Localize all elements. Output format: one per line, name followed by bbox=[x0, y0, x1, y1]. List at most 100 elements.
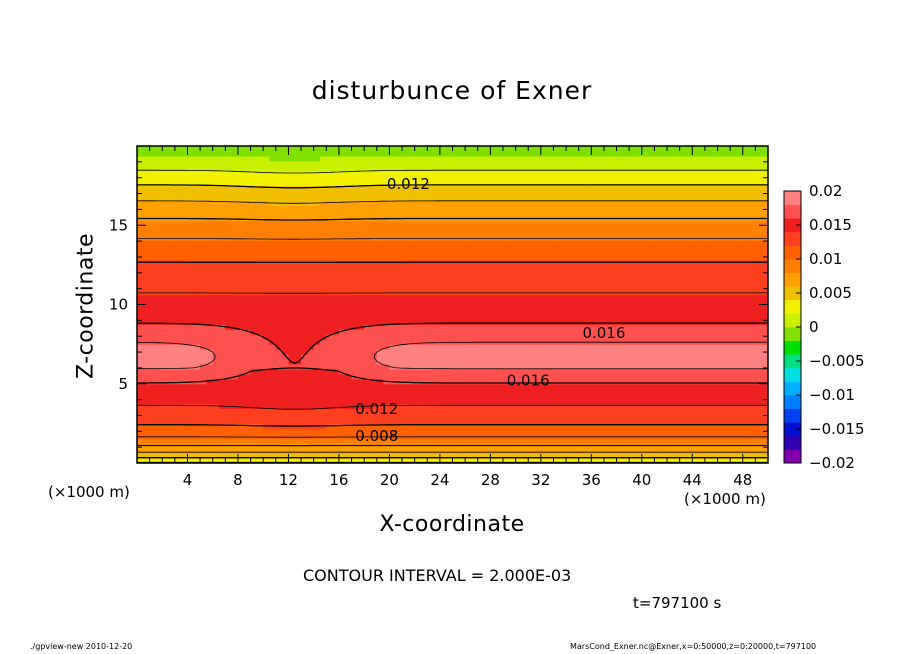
field-cell bbox=[591, 408, 599, 415]
field-cell bbox=[269, 319, 277, 325]
field-cell bbox=[452, 304, 460, 311]
field-cell bbox=[622, 349, 630, 355]
field-cell bbox=[616, 448, 624, 454]
field-cell bbox=[301, 339, 308, 345]
field-cell bbox=[345, 175, 353, 182]
field-cell bbox=[490, 185, 498, 192]
field-cell bbox=[256, 155, 264, 162]
field-cell bbox=[458, 190, 466, 197]
field-cell bbox=[408, 453, 416, 459]
field-cell bbox=[338, 413, 346, 420]
field-cell bbox=[402, 344, 409, 350]
field-cell bbox=[149, 284, 157, 291]
field-cell bbox=[414, 150, 422, 157]
field-cell bbox=[231, 368, 239, 375]
field-cell bbox=[225, 279, 233, 286]
field-cell bbox=[566, 393, 573, 400]
field-cell bbox=[597, 309, 605, 315]
field-cell bbox=[395, 200, 403, 207]
field-cell bbox=[496, 155, 504, 162]
field-cell bbox=[137, 150, 144, 157]
field-cell bbox=[427, 403, 435, 410]
field-cell bbox=[174, 378, 182, 385]
field-cell bbox=[357, 200, 365, 207]
field-cell bbox=[181, 200, 189, 207]
field-cell bbox=[231, 170, 239, 177]
field-cell bbox=[219, 344, 226, 350]
field-cell bbox=[263, 185, 271, 192]
field-cell bbox=[206, 195, 214, 202]
field-cell bbox=[597, 146, 605, 152]
field-cell bbox=[168, 383, 176, 390]
field-cell bbox=[332, 363, 340, 370]
field-cell bbox=[521, 240, 529, 246]
field-cell bbox=[168, 150, 176, 157]
field-cell bbox=[420, 363, 428, 370]
field-cell bbox=[149, 408, 157, 415]
field-cell bbox=[212, 413, 220, 420]
field-cell bbox=[326, 428, 334, 434]
field-cell bbox=[622, 195, 630, 202]
field-cell bbox=[162, 150, 170, 157]
field-cell bbox=[212, 254, 220, 261]
field-cell bbox=[357, 289, 365, 296]
field-cell bbox=[427, 150, 435, 157]
field-cell bbox=[364, 220, 372, 226]
field-cell bbox=[521, 314, 529, 320]
field-cell bbox=[149, 274, 157, 281]
field-cell bbox=[231, 358, 239, 365]
field-cell bbox=[326, 393, 334, 400]
field-cell bbox=[288, 264, 296, 271]
field-cell bbox=[212, 398, 220, 405]
field-cell bbox=[420, 210, 428, 216]
field-cell bbox=[193, 383, 201, 390]
field-cell bbox=[420, 165, 428, 172]
field-cell bbox=[155, 329, 163, 335]
field-cell bbox=[149, 146, 157, 152]
field-cell bbox=[307, 195, 315, 202]
field-cell bbox=[364, 185, 372, 192]
field-cell bbox=[616, 433, 624, 439]
field-cell bbox=[465, 146, 473, 152]
field-cell bbox=[294, 418, 302, 424]
field-cell bbox=[275, 289, 283, 296]
field-cell bbox=[383, 269, 390, 276]
field-cell bbox=[515, 240, 523, 246]
field-cell bbox=[357, 358, 365, 365]
field-cell bbox=[193, 175, 201, 182]
field-cell bbox=[237, 146, 245, 152]
field-cell bbox=[414, 180, 422, 187]
field-cell bbox=[528, 329, 536, 335]
field-cell bbox=[263, 205, 271, 211]
field-cell bbox=[490, 433, 498, 439]
field-cell bbox=[225, 195, 233, 202]
field-cell bbox=[237, 200, 245, 207]
field-cell bbox=[446, 408, 454, 415]
field-cell bbox=[319, 250, 327, 256]
field-cell bbox=[420, 146, 428, 152]
field-cell bbox=[351, 438, 359, 444]
field-cell bbox=[427, 245, 435, 251]
field-cell bbox=[578, 240, 586, 246]
field-cell bbox=[225, 175, 233, 182]
field-cell bbox=[181, 180, 189, 187]
field-cell bbox=[143, 304, 151, 311]
field-cell bbox=[547, 304, 555, 311]
field-cell bbox=[187, 349, 195, 355]
field-cell bbox=[502, 349, 510, 355]
field-cell bbox=[250, 309, 258, 315]
field-cell bbox=[528, 393, 536, 400]
field-cell bbox=[414, 408, 422, 415]
field-cell bbox=[610, 438, 618, 444]
field-cell bbox=[603, 358, 611, 365]
field-cell bbox=[313, 195, 321, 202]
field-cell bbox=[395, 354, 403, 360]
field-cell bbox=[294, 329, 302, 335]
field-cell bbox=[288, 363, 296, 370]
field-cell bbox=[294, 304, 302, 311]
field-cell bbox=[256, 329, 264, 335]
field-cell bbox=[288, 180, 296, 187]
field-cell bbox=[616, 170, 624, 177]
field-cell bbox=[553, 250, 561, 256]
field-cell bbox=[509, 279, 517, 286]
